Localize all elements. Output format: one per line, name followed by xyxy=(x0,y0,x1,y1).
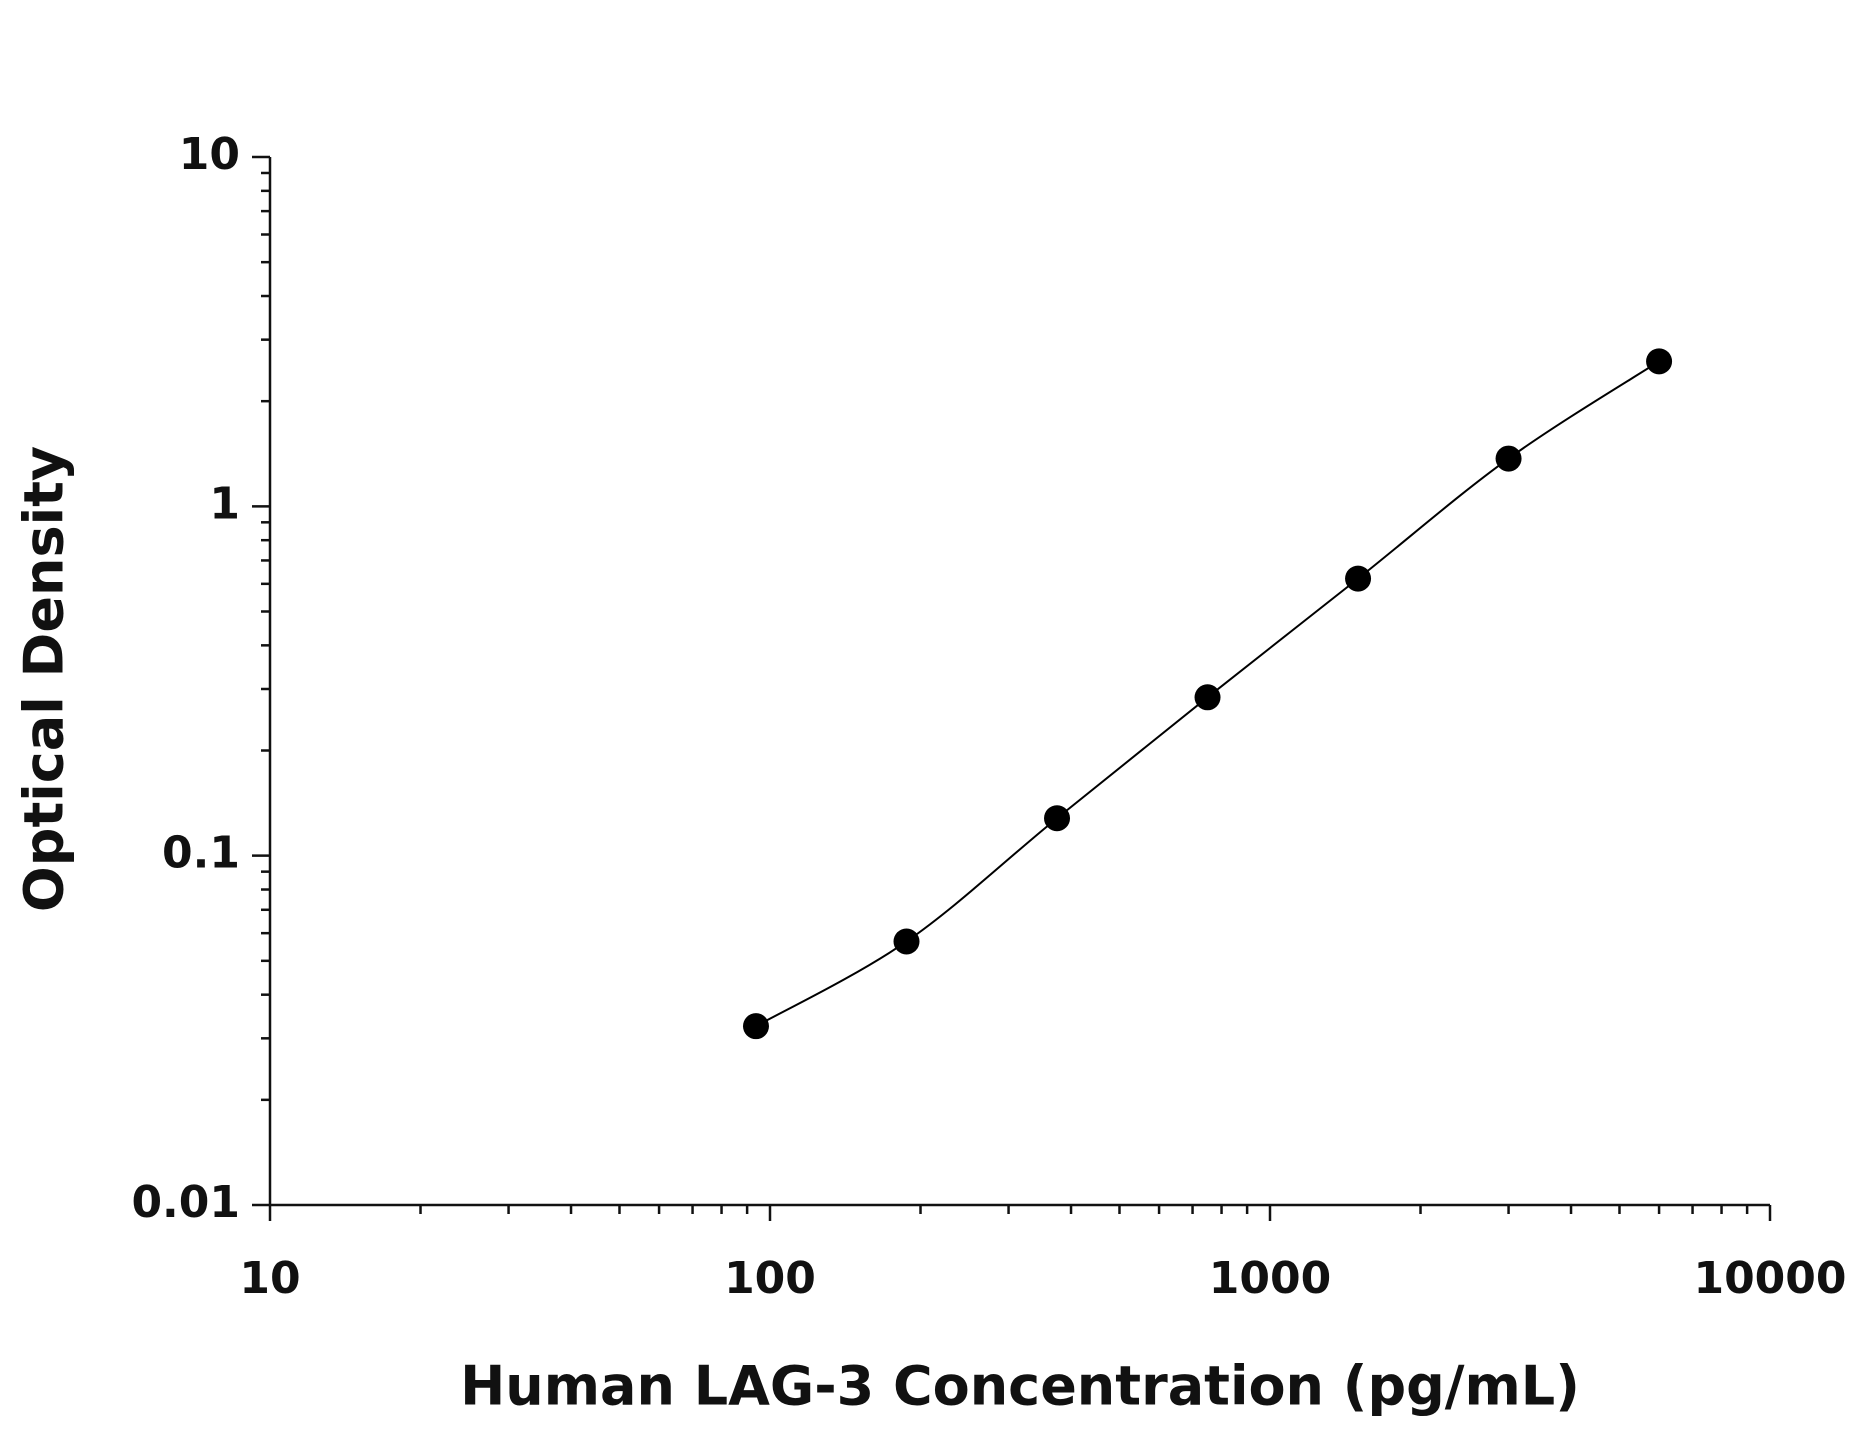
y-tick-label: 10 xyxy=(179,129,240,180)
data-point xyxy=(1345,565,1372,592)
x-tick-label: 10000 xyxy=(1693,1253,1846,1304)
data-point xyxy=(1646,348,1673,375)
x-tick-label: 10 xyxy=(239,1253,300,1304)
y-tick-label: 0.1 xyxy=(162,828,240,879)
data-point xyxy=(893,928,920,955)
y-axis-title: Optical Density xyxy=(13,446,76,912)
data-point xyxy=(742,1013,769,1040)
x-axis-title: Human LAG-3 Concentration (pg/mL) xyxy=(460,1355,1580,1418)
data-point xyxy=(1495,445,1522,472)
x-tick-label: 100 xyxy=(724,1253,816,1304)
y-tick-label: 1 xyxy=(209,478,240,529)
x-tick-label: 1000 xyxy=(1209,1253,1331,1304)
data-point xyxy=(1194,684,1221,711)
y-tick-label: 0.01 xyxy=(131,1177,240,1228)
data-point xyxy=(1044,805,1071,832)
